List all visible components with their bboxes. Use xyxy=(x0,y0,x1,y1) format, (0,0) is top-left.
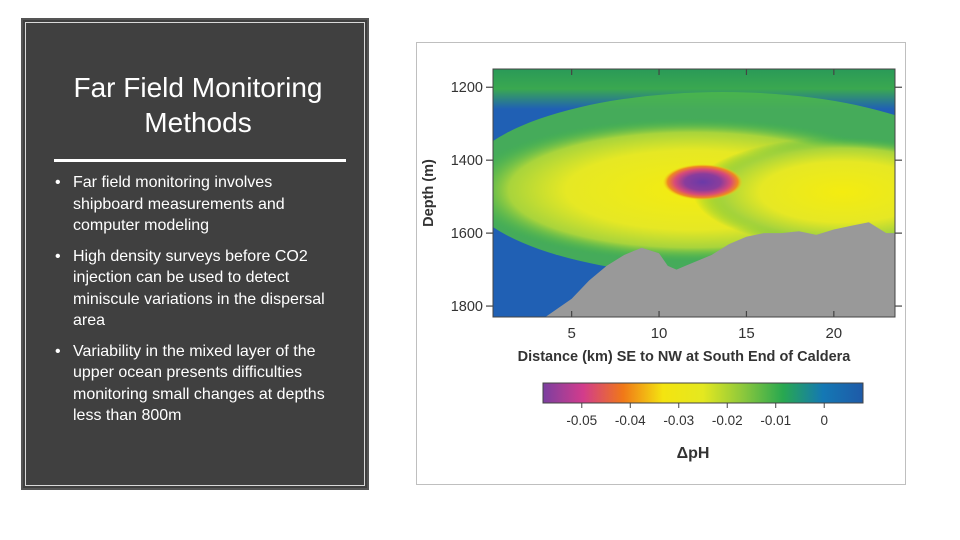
colorbar-label: ΔpH xyxy=(677,445,710,462)
text-panel: Far Field Monitoring Methods Far field m… xyxy=(21,18,369,490)
plot-frame xyxy=(492,68,896,318)
colorbar-tick-label: -0.03 xyxy=(663,413,694,428)
slide-title: Far Field Monitoring Methods xyxy=(73,72,323,138)
ph-section-chart: 5 10 15 20 1200 1400 1600 1800 Distance (km) S… xyxy=(421,68,902,462)
bullet-item: High density surveys before CO2 injectio… xyxy=(55,246,345,332)
x-axis-label: Distance (km) SE to NW at South End of C… xyxy=(518,349,852,365)
colorbar-tick-label: -0.01 xyxy=(760,413,791,428)
colorbar-tick-label: -0.02 xyxy=(712,413,743,428)
x-tick-label: 15 xyxy=(738,325,755,342)
x-tick-label: 20 xyxy=(825,325,842,342)
yellow-plume-east xyxy=(692,137,895,248)
bullet-item: Far field monitoring involves shipboard … xyxy=(55,172,345,237)
colorbar-tick-label: -0.05 xyxy=(566,413,597,428)
seafloor-profile xyxy=(493,222,895,317)
bullet-item: Variability in the mixed layer of the up… xyxy=(55,341,345,427)
y-tick-label: 1200 xyxy=(451,80,483,96)
y-tick-label: 1400 xyxy=(451,153,483,169)
x-tick-label: 10 xyxy=(651,325,668,342)
bullet-list: Far field monitoring involves shipboard … xyxy=(55,172,345,436)
heatmap-field xyxy=(493,69,895,317)
y-tick-label: 1600 xyxy=(451,226,483,242)
colorbar xyxy=(542,382,864,404)
y-axis-ticks: 1200 1400 1600 1800 xyxy=(451,80,902,315)
colorbar-ticks: -0.05 -0.04 -0.03 -0.02 -0.01 0 xyxy=(566,403,828,428)
anomaly-core xyxy=(662,164,743,201)
colorbar-tick-label: 0 xyxy=(820,413,828,428)
ph-anomaly-figure: 5 10 15 20 1200 1400 1600 1800 Distance (km) S… xyxy=(416,42,906,485)
x-tick-label: 5 xyxy=(567,325,575,342)
y-tick-label: 1800 xyxy=(451,299,483,315)
colorbar-tick-label: -0.04 xyxy=(615,413,646,428)
title-divider xyxy=(54,159,346,162)
x-axis-ticks: 5 10 15 20 xyxy=(567,69,842,342)
y-axis-label: Depth (m) xyxy=(421,159,437,227)
